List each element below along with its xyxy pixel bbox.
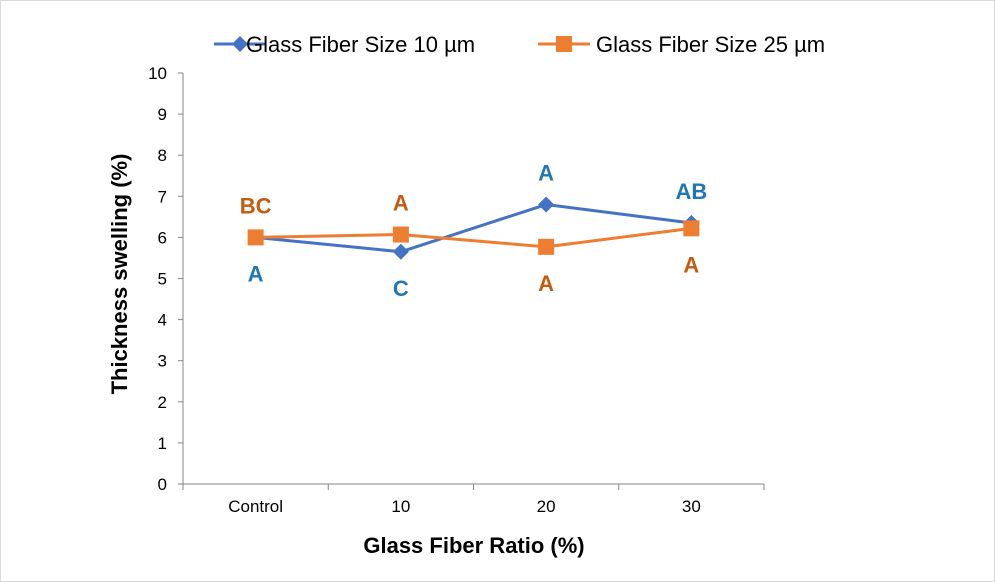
legend-label-series-1: Glass Fiber Size 10 µm [246,32,475,57]
y-axis-title: Thickness swelling (%) [107,154,132,395]
data-point-diamond [392,243,409,260]
x-tick-label: 30 [682,497,701,516]
data-point-square [538,238,555,255]
significance-letter: A [248,261,264,286]
y-tick-label: 4 [158,311,167,330]
significance-letter: A [683,252,699,277]
legend-label-series-2: Glass Fiber Size 25 µm [596,32,825,57]
significance-letter: A [538,161,554,186]
y-tick-label: 5 [158,270,167,289]
legend-item-series-1: Glass Fiber Size 10 µm [214,32,475,57]
significance-letter: A [393,191,409,216]
y-tick-label: 3 [158,352,167,371]
series-2 [247,220,700,255]
data-point-square [247,229,264,246]
x-axis-title: Glass Fiber Ratio (%) [363,533,584,558]
data-point-square [392,226,409,243]
y-tick-label: 10 [148,64,167,83]
significance-letter: AB [675,179,707,204]
significance-letter: BC [240,193,272,218]
significance-letter: A [538,271,554,296]
series-1 [247,196,700,260]
x-tick-label: 20 [537,497,556,516]
significance-letter: C [393,276,409,301]
y-tick-label: 8 [158,146,167,165]
y-tick-label: 9 [158,105,167,124]
y-tick-label: 0 [158,475,167,494]
series-line-1 [255,203,692,254]
legend-marker-series-1 [232,36,248,52]
legend-item-series-2: Glass Fiber Size 25 µm [538,32,825,57]
x-tick-label: Control [228,497,283,516]
y-tick-label: 6 [158,228,167,247]
y-tick-label: 2 [158,393,167,412]
data-point-diamond [538,196,555,213]
y-ticks: 0 1 2 3 4 5 6 7 8 9 10 [148,64,183,494]
legend: Glass Fiber Size 10 µm Glass Fiber Size … [214,32,825,57]
x-tick-label: 10 [391,497,410,516]
x-ticks: Control 10 20 30 [182,484,765,516]
legend-marker-series-2 [556,36,572,52]
y-tick-label: 1 [158,434,167,453]
axes [182,73,764,485]
annotation-layer: A C A AB BC A A A [240,161,708,301]
y-tick-label: 7 [158,187,167,206]
data-point-square [683,220,700,237]
series-layer [247,196,700,260]
series-line-2 [255,226,692,249]
